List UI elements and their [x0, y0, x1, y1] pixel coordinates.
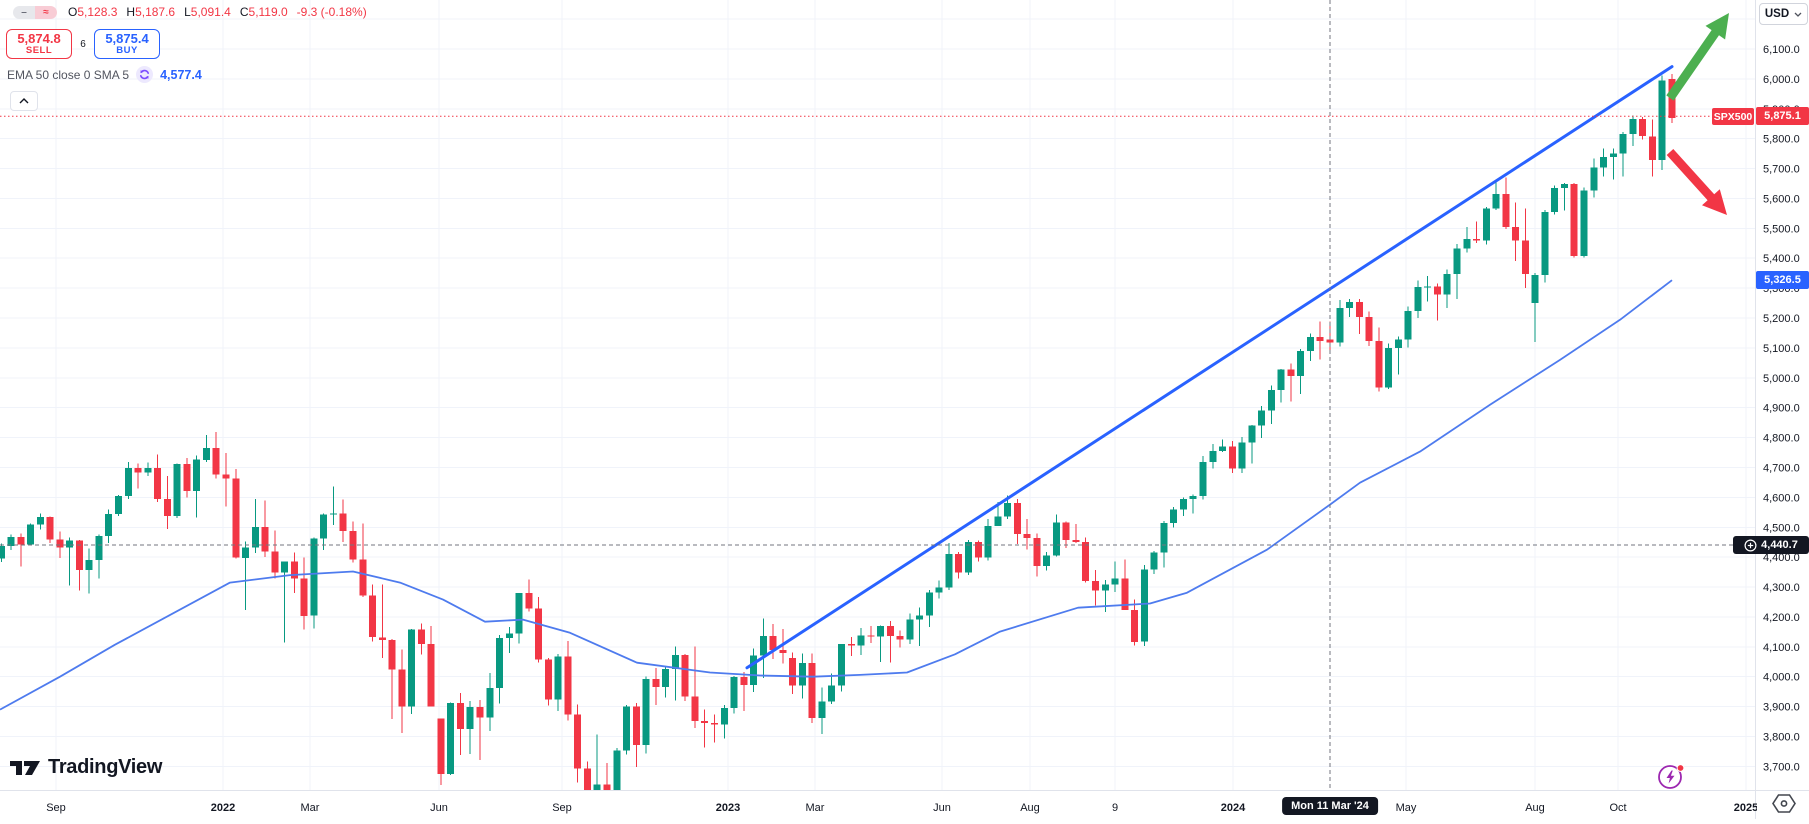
svg-text:9: 9 [1112, 802, 1118, 814]
svg-text:5,400.0: 5,400.0 [1763, 253, 1800, 265]
notification-dot [1676, 764, 1685, 772]
circle-outline-icon [1658, 765, 1682, 789]
ema-value-chip: 5,326.5 [1756, 271, 1809, 289]
tradingview-logo-text: TradingView [48, 756, 163, 778]
add-alert-plus-icon[interactable] [1744, 538, 1757, 552]
svg-text:4,800.0: 4,800.0 [1763, 433, 1800, 445]
crosshair-price-value: 4,440.7 [1761, 539, 1798, 551]
svg-text:2025: 2025 [1734, 802, 1758, 814]
indicator-value: 4,577.4 [160, 67, 202, 82]
svg-text:4,300.0: 4,300.0 [1763, 582, 1800, 594]
svg-text:5,500.0: 5,500.0 [1763, 223, 1800, 235]
svg-text:5,200.0: 5,200.0 [1763, 313, 1800, 325]
svg-text:4,400.0: 4,400.0 [1763, 552, 1800, 564]
chevron-up-icon [19, 98, 29, 104]
close-value: C5,119.0 [239, 5, 288, 19]
tradingview-logo[interactable]: TradingView [10, 756, 162, 779]
tradingview-logo-icon [10, 760, 40, 775]
svg-text:2024: 2024 [1221, 802, 1246, 814]
lightning-bolt-icon [1666, 770, 1675, 784]
high-value: H5,187.6 [126, 5, 176, 19]
ohlc-readout: O5,128.3 H5,187.6 L5,091.4 C5,119.0 -9.3… [68, 5, 367, 19]
svg-text:3,800.0: 3,800.0 [1763, 732, 1800, 744]
svg-text:5,000.0: 5,000.0 [1763, 373, 1800, 385]
indicator-legend[interactable]: EMA 50 close 0 SMA 5 4,577.4 [7, 66, 202, 83]
time-axis-labels: Sep 2022 Mar Jun Sep 2023 Mar Jun Aug 9 2024 May Aug… [46, 802, 1758, 814]
svg-text:2023: 2023 [716, 802, 740, 814]
svg-text:5,700.0: 5,700.0 [1763, 164, 1800, 176]
svg-text:4,200.0: 4,200.0 [1763, 612, 1800, 624]
svg-text:5,100.0: 5,100.0 [1763, 343, 1800, 355]
svg-text:4,500.0: 4,500.0 [1763, 522, 1800, 534]
buy-price: 5,875.4 [105, 31, 149, 47]
approx-pill-icon[interactable]: ≈ [35, 6, 57, 19]
svg-text:2022: 2022 [211, 802, 235, 814]
svg-text:Mar: Mar [806, 802, 825, 814]
trendline-drawing [745, 65, 1674, 670]
svg-text:Jun: Jun [430, 802, 448, 814]
svg-text:Oct: Oct [1609, 802, 1626, 814]
change-value: -9.3 (-0.18%) [296, 5, 367, 19]
svg-text:Jun: Jun [933, 802, 951, 814]
sell-label: SELL [25, 44, 53, 56]
legend-status-pills[interactable]: – ≈ [13, 6, 57, 19]
svg-text:Sep: Sep [552, 802, 572, 814]
last-price-chip: 5,875.1 [1756, 107, 1809, 125]
crosshair-price-chip: 4,440.7 [1733, 536, 1809, 554]
hexagon-eye-icon [1772, 794, 1796, 813]
symbol-price-label: SPX500 [1712, 108, 1754, 125]
crosshair-time-badge: Mon 11 Mar '24 [1282, 797, 1378, 815]
svg-text:5,800.0: 5,800.0 [1763, 134, 1800, 146]
svg-text:3,900.0: 3,900.0 [1763, 702, 1800, 714]
spread-value: 6 [80, 38, 86, 50]
sell-button[interactable]: 5,874.8 SELL [6, 29, 72, 59]
svg-text:Mar: Mar [301, 802, 320, 814]
grid-lines [0, 0, 1755, 790]
svg-text:Aug: Aug [1020, 802, 1040, 814]
buy-button[interactable]: 5,875.4 BUY [94, 29, 160, 59]
red-down-arrow [1666, 149, 1727, 215]
candles-layer [0, 73, 1676, 790]
green-up-arrow [1666, 13, 1729, 101]
svg-text:4,600.0: 4,600.0 [1763, 492, 1800, 504]
svg-text:4,000.0: 4,000.0 [1763, 672, 1800, 684]
ema-line [0, 279, 1673, 711]
dash-pill-icon[interactable]: – [13, 6, 35, 19]
buy-label: BUY [116, 44, 138, 56]
chevron-down-icon [1794, 12, 1802, 17]
indicator-title: EMA 50 close 0 SMA 5 [7, 67, 130, 82]
legend-collapse-button[interactable] [10, 91, 38, 111]
order-panel: 5,874.8 SELL 6 5,875.4 BUY [6, 29, 160, 59]
svg-text:3,700.0: 3,700.0 [1763, 761, 1800, 773]
svg-text:6,100.0: 6,100.0 [1763, 44, 1800, 56]
svg-text:6,000.0: 6,000.0 [1763, 74, 1800, 86]
currency-selector[interactable]: USD [1759, 3, 1808, 25]
svg-text:Aug: Aug [1525, 802, 1545, 814]
timezone-settings-button[interactable] [1772, 793, 1796, 814]
svg-text:4,100.0: 4,100.0 [1763, 642, 1800, 654]
svg-text:May: May [1396, 802, 1417, 814]
sell-price: 5,874.8 [17, 31, 61, 47]
indicator-loading-icon [136, 66, 154, 83]
svg-text:5,600.0: 5,600.0 [1763, 194, 1800, 206]
svg-text:Sep: Sep [46, 802, 66, 814]
crosshair-lines [0, 0, 1755, 790]
currency-label: USD [1764, 8, 1790, 20]
open-value: O5,128.3 [68, 5, 118, 19]
price-axis-labels: 3,700.0 3,800.0 3,900.0 4,000.0 4,100.0 4,200… [1763, 44, 1800, 773]
low-value: L5,091.4 [184, 5, 231, 19]
svg-text:4,900.0: 4,900.0 [1763, 403, 1800, 415]
instant-trading-button[interactable] [1656, 762, 1686, 792]
svg-text:4,700.0: 4,700.0 [1763, 463, 1800, 475]
